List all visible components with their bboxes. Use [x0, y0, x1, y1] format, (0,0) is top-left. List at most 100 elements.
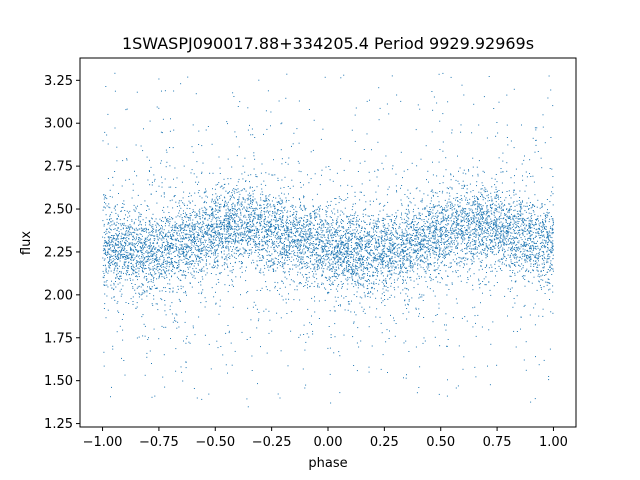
data-point — [259, 270, 261, 272]
data-point — [352, 279, 354, 281]
data-point — [178, 249, 180, 251]
data-point — [488, 227, 490, 229]
data-point — [117, 256, 119, 258]
data-point — [261, 248, 263, 250]
data-point — [185, 250, 187, 252]
data-point — [472, 233, 474, 235]
data-point — [207, 234, 209, 235]
data-point — [527, 250, 529, 252]
data-point — [262, 225, 264, 227]
data-point — [373, 253, 375, 255]
data-point — [407, 259, 409, 261]
data-point — [409, 233, 411, 235]
data-point — [280, 350, 282, 352]
data-point — [189, 246, 191, 248]
data-point — [315, 215, 317, 217]
data-point — [372, 235, 374, 237]
data-point — [416, 236, 418, 238]
data-point — [515, 193, 517, 195]
data-point — [234, 208, 236, 210]
data-point — [305, 239, 307, 241]
data-point — [479, 208, 481, 210]
data-point — [302, 257, 304, 259]
data-point — [204, 247, 206, 249]
data-point — [182, 197, 184, 199]
data-point — [310, 232, 312, 234]
data-point — [274, 219, 276, 221]
data-point — [461, 216, 463, 218]
data-point — [342, 273, 344, 274]
data-point — [416, 251, 417, 253]
data-point — [296, 242, 298, 244]
data-point — [255, 244, 257, 245]
data-point — [174, 272, 176, 274]
data-point — [546, 262, 548, 264]
data-point — [294, 235, 296, 236]
data-point — [483, 96, 485, 98]
data-point — [135, 144, 137, 146]
data-point — [445, 157, 447, 159]
data-point — [122, 266, 124, 268]
data-point — [353, 322, 355, 324]
data-point — [109, 253, 111, 255]
data-point — [187, 268, 189, 270]
data-point — [125, 302, 127, 303]
data-point — [431, 232, 433, 234]
data-point — [466, 216, 468, 218]
data-point — [132, 236, 134, 238]
data-point — [551, 228, 553, 230]
data-point — [407, 237, 409, 239]
data-point — [381, 262, 383, 264]
data-point — [231, 233, 232, 235]
data-point — [157, 266, 159, 267]
data-point — [522, 221, 524, 223]
data-point — [477, 206, 478, 208]
data-point — [508, 232, 509, 234]
data-point — [183, 292, 185, 294]
data-point — [450, 230, 452, 232]
data-point — [217, 211, 219, 213]
data-point — [183, 249, 185, 251]
data-point — [367, 293, 369, 295]
data-point — [145, 230, 147, 232]
data-point — [368, 239, 370, 241]
data-point — [488, 211, 490, 213]
data-point — [330, 289, 332, 290]
data-point — [235, 258, 237, 259]
data-point — [281, 163, 283, 165]
data-point — [272, 258, 274, 260]
data-point — [238, 234, 240, 236]
data-point — [385, 289, 387, 291]
data-point — [174, 195, 176, 196]
data-point — [213, 252, 214, 254]
data-point — [467, 279, 469, 280]
data-point — [288, 257, 290, 258]
data-point — [496, 181, 498, 183]
data-point — [202, 289, 204, 291]
data-point — [522, 233, 524, 235]
data-point — [470, 217, 472, 219]
data-point — [428, 263, 430, 265]
data-point — [549, 232, 551, 234]
data-point — [334, 270, 336, 272]
data-point — [299, 272, 301, 274]
data-point — [253, 262, 255, 264]
data-point — [366, 224, 368, 225]
data-point — [305, 341, 307, 343]
data-point — [121, 254, 123, 256]
data-point — [266, 259, 268, 260]
data-point — [271, 258, 273, 260]
data-point — [144, 243, 146, 245]
data-point — [112, 263, 114, 265]
data-point — [347, 245, 349, 247]
data-point — [343, 271, 345, 273]
data-point — [478, 221, 480, 223]
data-point — [257, 228, 258, 230]
data-point — [292, 280, 294, 282]
data-point — [214, 249, 216, 251]
data-point — [510, 259, 512, 261]
data-point — [478, 207, 480, 209]
data-point — [551, 274, 553, 275]
data-point — [169, 261, 171, 263]
data-point — [550, 269, 552, 271]
